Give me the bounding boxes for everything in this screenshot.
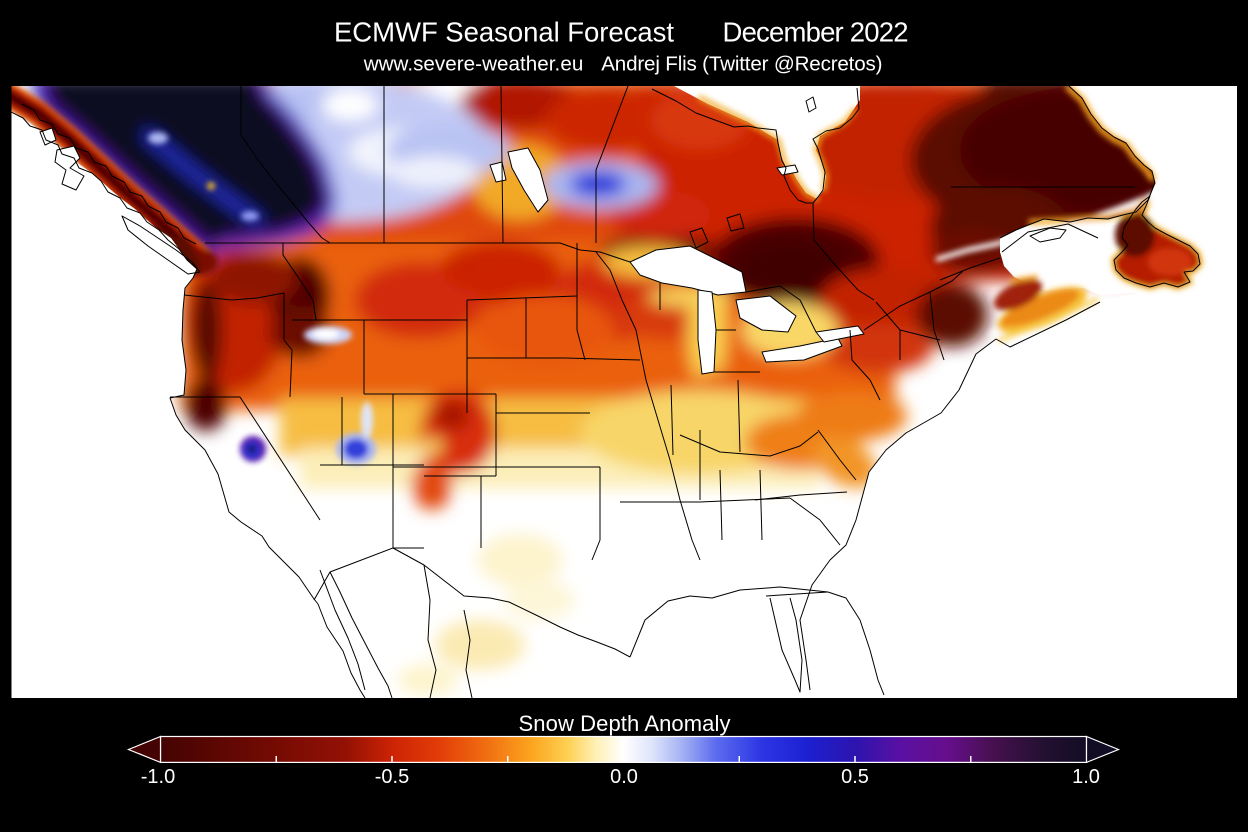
svg-text:December 2022: December 2022 xyxy=(723,16,909,47)
svg-text:0.5: 0.5 xyxy=(841,766,869,788)
svg-text:0.0: 0.0 xyxy=(610,766,638,788)
svg-text:Snow Depth Anomaly: Snow Depth Anomaly xyxy=(519,711,731,736)
svg-text:-0.5: -0.5 xyxy=(375,766,409,788)
svg-text:-1.0: -1.0 xyxy=(141,766,175,788)
svg-text:1.0: 1.0 xyxy=(1072,766,1100,788)
svg-text:www.severe-weather.eu: www.severe-weather.eu xyxy=(363,52,584,75)
svg-text:Andrej Flis (Twitter @Recretos: Andrej Flis (Twitter @Recretos) xyxy=(601,52,882,75)
svg-text:ECMWF Seasonal Forecast: ECMWF Seasonal Forecast xyxy=(334,16,674,47)
